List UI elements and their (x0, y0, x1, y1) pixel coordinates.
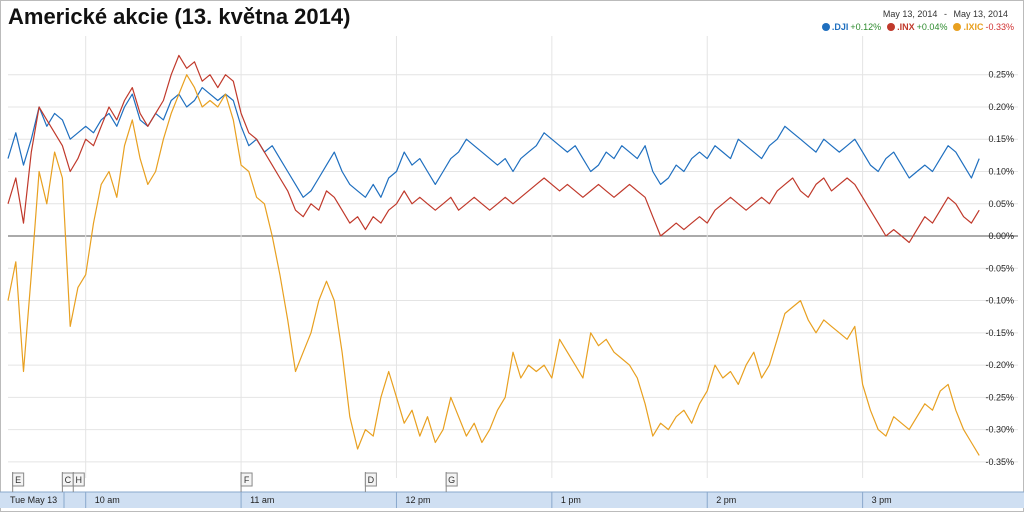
legend-name-ixic: .IXIC (963, 22, 984, 32)
series-layer (7, 54, 980, 456)
legend-dot-inx (887, 23, 896, 31)
x-tick-label-2-pm: 2 pm (716, 495, 736, 505)
chart-title: Americké akcie (13. května 2014) (8, 4, 351, 29)
legend-dot-dji (821, 23, 830, 31)
event-flag-f[interactable]: F (240, 472, 253, 492)
date-to[interactable]: May 13, 2014 (953, 9, 1008, 19)
legend-change-dji: +0.12% (850, 22, 882, 32)
legend: .DJI +0.12% .INX +0.04% .IXIC -0.33% (821, 22, 1014, 32)
x-start-label: Tue May 13 (10, 495, 57, 505)
x-axis: Tue May 13 10 am 11 am 12 pm 1 pm 2 pm 3 pm (0, 491, 1024, 508)
y-tick-label: 0.20% (988, 102, 1014, 112)
x-tick-label-10-am: 10 am (95, 495, 120, 505)
series-line-dji (7, 87, 980, 198)
time-axis-band[interactable] (0, 492, 1024, 508)
event-flag-e[interactable]: E (12, 472, 25, 492)
y-tick-label: -0.15% (985, 328, 1014, 338)
event-flag-label: D (368, 475, 375, 485)
x-tick-label-1-pm: 1 pm (561, 495, 581, 505)
x-tick-label-11-am: 11 am (250, 495, 274, 505)
series-line-inx (7, 54, 980, 244)
event-flag-label: F (244, 475, 250, 485)
date-range[interactable]: May 13, 2014 - May 13, 2014 (881, 9, 1010, 19)
y-axis: 0.25% 0.20% 0.15% 0.10% 0.05% 0.00% -0.05% -0.1… (985, 70, 1014, 467)
x-tick-label-3-pm: 3 pm (872, 495, 892, 505)
y-tick-label: -0.10% (985, 296, 1014, 306)
y-tick-label: 0.00% (988, 231, 1014, 241)
legend-item-inx[interactable]: .INX +0.04% (887, 22, 947, 32)
event-flag-h[interactable]: H (72, 472, 85, 492)
legend-item-dji[interactable]: .DJI +0.12% (821, 22, 882, 32)
legend-item-ixic[interactable]: .IXIC -0.33% (953, 22, 1014, 32)
y-tick-label: 0.10% (988, 167, 1014, 177)
y-tick-label: -0.05% (985, 263, 1014, 273)
y-tick-label: -0.30% (985, 425, 1014, 435)
y-tick-label: 0.25% (988, 70, 1014, 80)
series-line-ixic (7, 74, 980, 456)
legend-name-dji: .DJI (831, 22, 849, 32)
y-tick-label: 0.15% (988, 134, 1014, 144)
date-from[interactable]: May 13, 2014 (882, 9, 938, 19)
x-tick-label-12-pm: 12 pm (405, 495, 430, 505)
y-tick-label: -0.20% (985, 360, 1014, 370)
event-flag-label: H (76, 475, 83, 485)
legend-change-inx: +0.04% (916, 22, 948, 32)
legend-change-ixic: -0.33% (985, 22, 1014, 32)
date-separator: - (943, 9, 947, 19)
y-tick-label: 0.05% (988, 199, 1014, 209)
event-flag-label: C (65, 475, 72, 485)
event-flag-g[interactable]: G (445, 472, 458, 492)
legend-dot-ixic (953, 23, 962, 31)
y-tick-label: -0.25% (985, 392, 1014, 402)
y-tick-label: -0.35% (985, 457, 1014, 467)
legend-name-inx: .INX (897, 22, 915, 32)
event-flag-label: E (15, 475, 21, 485)
event-flag-label: G (448, 475, 455, 485)
event-flag-c[interactable]: C (61, 472, 74, 492)
event-flag-d[interactable]: D (364, 472, 377, 492)
